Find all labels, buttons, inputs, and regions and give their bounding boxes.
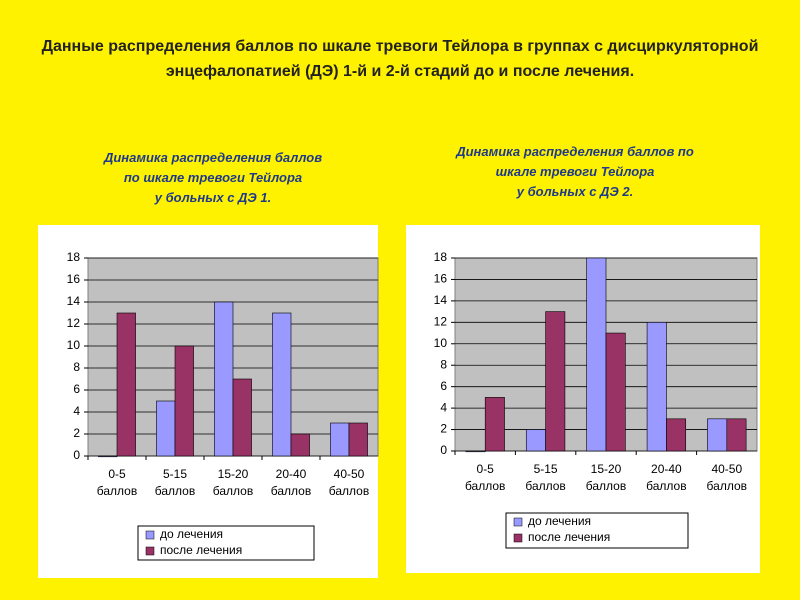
y-tick-label: 18 (67, 250, 81, 264)
bar (605, 332, 626, 452)
bar (272, 312, 292, 457)
x-tick-label: 20-40 баллов (646, 462, 687, 493)
x-tick-label: 15-20 баллов (212, 467, 254, 498)
y-tick-label: 8 (440, 357, 447, 371)
y-tick-label: 14 (434, 293, 448, 307)
y-tick-label: 0 (73, 448, 80, 462)
bar (290, 433, 310, 457)
legend-box (505, 512, 689, 549)
chart-subtitle: Динамика распределения баллов по шкале т… (103, 150, 323, 205)
y-tick-label: 8 (73, 360, 80, 374)
bar (545, 311, 566, 452)
bar (666, 418, 687, 452)
bar (707, 418, 728, 452)
y-tick-label: 16 (434, 272, 448, 286)
y-tick-label: 16 (67, 272, 81, 286)
y-tick-label: 4 (73, 404, 80, 418)
y-tick-label: 0 (440, 443, 447, 457)
y-tick-label: 6 (73, 382, 80, 396)
x-tick-label: 15-20 баллов (585, 462, 627, 493)
chart-subtitle: Динамика распределения баллов по шкале т… (456, 144, 694, 199)
bar (525, 429, 546, 452)
bar (232, 378, 252, 457)
y-tick-label: 2 (440, 422, 447, 436)
bar (586, 257, 607, 452)
x-tick-label: 40-50 баллов (328, 467, 370, 498)
y-tick-label: 14 (67, 294, 81, 308)
y-tick-label: 12 (434, 315, 448, 329)
x-tick-label: 40-50 баллов (706, 462, 748, 493)
x-tick-label: 0-5 баллов (96, 467, 138, 498)
x-tick-label: 20-40 баллов (270, 467, 312, 498)
legend-label: после лечения (160, 543, 242, 557)
bar (484, 397, 505, 452)
bar (726, 418, 747, 452)
x-tick-label: 5-15 баллов (154, 467, 196, 498)
bar (348, 422, 368, 457)
y-tick-label: 6 (440, 379, 447, 393)
legend-swatch (145, 530, 155, 540)
legend-label: до лечения (528, 514, 591, 528)
legend-swatch (145, 546, 155, 556)
y-tick-label: 2 (73, 426, 80, 440)
x-tick-label: 0-5 баллов (464, 462, 506, 493)
y-tick-label: 10 (67, 338, 81, 352)
y-tick-label: 4 (440, 400, 447, 414)
bar (330, 422, 350, 457)
legend-swatch (513, 533, 523, 543)
y-tick-label: 12 (67, 316, 81, 330)
legend-label: до лечения (160, 527, 223, 541)
bar (98, 455, 118, 458)
bar (116, 312, 136, 457)
legend-swatch (513, 517, 523, 527)
bar (465, 450, 486, 453)
y-tick-label: 10 (434, 336, 448, 350)
bar (646, 322, 667, 452)
legend-box (137, 525, 315, 561)
slide-title: Данные распределения баллов по шкале тре… (41, 38, 759, 80)
y-tick-label: 18 (434, 250, 448, 264)
x-tick-label: 5-15 баллов (525, 462, 566, 493)
bar (156, 400, 176, 457)
bar (174, 345, 194, 457)
bar (214, 301, 234, 457)
legend-label: после лечения (528, 530, 610, 544)
